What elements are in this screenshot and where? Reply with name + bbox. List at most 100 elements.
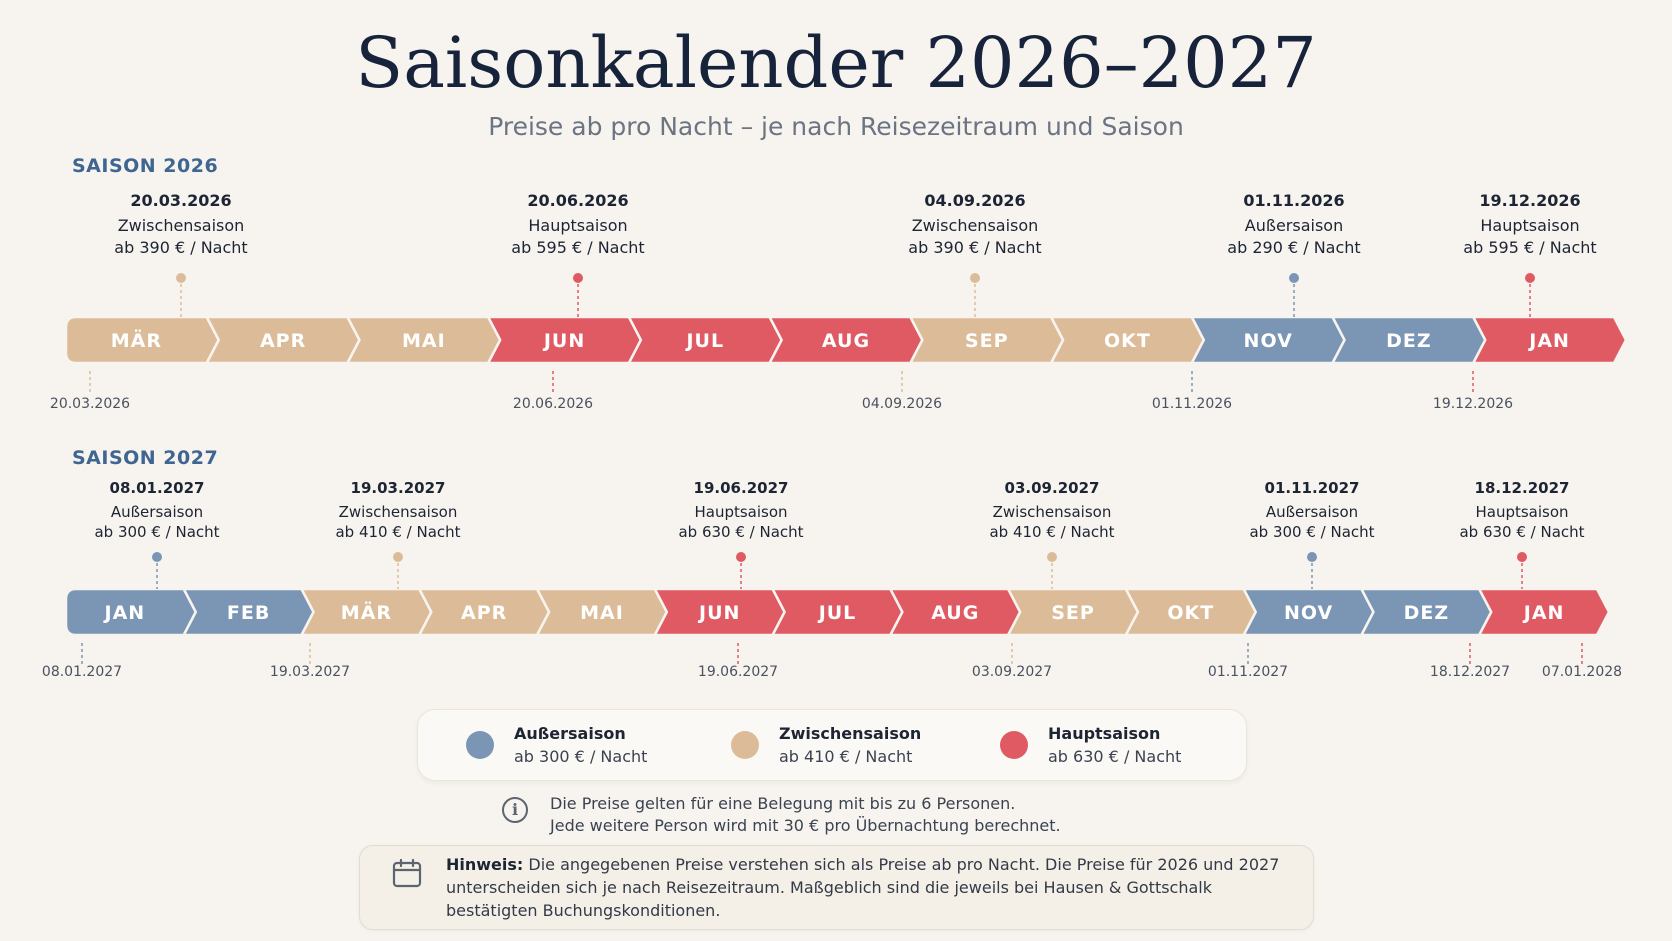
date-tick-label: 07.01.2028	[1542, 664, 1622, 680]
marker-season: Zwischensaison	[993, 503, 1112, 521]
note-box: Hinweis: Die angegebenen Preise verstehe…	[359, 845, 1314, 930]
date-tick-label: 19.03.2027	[270, 664, 350, 680]
page-subtitle: Preise ab pro Nacht – je nach Reisezeitr…	[488, 112, 1184, 141]
date-tick-label: 03.09.2027	[972, 664, 1052, 680]
marker-dot	[573, 273, 583, 283]
marker-dot	[1289, 273, 1299, 283]
month-label: JAN	[1522, 602, 1565, 624]
marker-date: 20.03.2026	[130, 191, 231, 210]
legend-name: Außersaison	[514, 724, 626, 743]
marker-dot	[393, 552, 403, 562]
marker-date: 01.11.2026	[1243, 191, 1344, 210]
month-label: AUG	[931, 602, 979, 624]
marker-date: 19.06.2027	[694, 479, 789, 497]
month-segment-mär	[64, 315, 220, 365]
month-label: JUN	[542, 330, 585, 352]
month-label: OKT	[1167, 602, 1214, 624]
month-label: JUN	[697, 602, 740, 624]
date-tick-label: 18.12.2027	[1430, 664, 1510, 680]
marker-date: 20.06.2026	[527, 191, 628, 210]
legend-dot-zwischensaison	[731, 731, 759, 759]
legend: Außersaison ab 300 € / Nacht Zwischensai…	[417, 709, 1247, 781]
marker-dot	[1307, 552, 1317, 562]
note-body: Die angegebenen Preise verstehen sich al…	[446, 855, 1280, 920]
marker-dot	[1047, 552, 1057, 562]
date-tick-label: 20.06.2026	[513, 396, 593, 412]
month-label: DEZ	[1386, 330, 1432, 352]
marker-season: Zwischensaison	[339, 503, 458, 521]
marker-date: 19.03.2027	[351, 479, 446, 497]
marker-price: ab 595 € / Nacht	[511, 238, 644, 257]
marker-date: 03.09.2027	[1005, 479, 1100, 497]
marker-season: Hauptsaison	[694, 503, 787, 521]
date-tick-label: 04.09.2026	[862, 396, 942, 412]
calendar-icon	[392, 858, 422, 892]
marker-price: ab 300 € / Nacht	[1249, 523, 1374, 541]
month-label: FEB	[227, 602, 270, 624]
legend-price: ab 630 € / Nacht	[1048, 747, 1182, 766]
info-line-2: Jede weitere Person wird mit 30 € pro Üb…	[550, 816, 1061, 835]
month-label: MAI	[402, 330, 446, 352]
date-tick-label: 20.03.2026	[50, 396, 130, 412]
month-label: DEZ	[1404, 602, 1450, 624]
marker-season: Zwischensaison	[118, 216, 245, 235]
marker-season: Hauptsaison	[528, 216, 627, 235]
legend-name: Hauptsaison	[1048, 724, 1161, 743]
month-label: MÄR	[111, 328, 162, 352]
month-label: JUL	[684, 330, 724, 352]
marker-dot	[176, 273, 186, 283]
marker-dot	[152, 552, 162, 562]
marker-price: ab 630 € / Nacht	[1459, 523, 1584, 541]
note-text: Hinweis: Die angegebenen Preise verstehe…	[446, 853, 1296, 922]
marker-date: 19.12.2026	[1479, 191, 1580, 210]
marker-dot	[1525, 273, 1535, 283]
date-tick-label: 01.11.2026	[1152, 396, 1232, 412]
legend-price: ab 300 € / Nacht	[514, 747, 648, 766]
marker-season: Außersaison	[1245, 216, 1343, 235]
marker-season: Außersaison	[111, 503, 203, 521]
marker-price: ab 630 € / Nacht	[678, 523, 803, 541]
info-line-1: Die Preise gelten für eine Belegung mit …	[550, 794, 1016, 813]
marker-dot	[970, 273, 980, 283]
marker-date: 08.01.2027	[110, 479, 205, 497]
marker-price: ab 410 € / Nacht	[335, 523, 460, 541]
month-label: NOV	[1244, 330, 1293, 352]
marker-season: Zwischensaison	[912, 216, 1039, 235]
month-label: JAN	[103, 602, 146, 624]
marker-season: Hauptsaison	[1475, 503, 1568, 521]
month-label: OKT	[1104, 330, 1151, 352]
marker-price: ab 300 € / Nacht	[94, 523, 219, 541]
marker-price: ab 390 € / Nacht	[908, 238, 1041, 257]
date-tick-label: 08.01.2027	[42, 664, 122, 680]
note-label: Hinweis:	[446, 855, 524, 874]
legend-dot-hauptsaison	[1000, 731, 1028, 759]
month-label: SEP	[965, 330, 1009, 352]
month-segment-jan	[1477, 587, 1611, 637]
date-tick-label: 01.11.2027	[1208, 664, 1288, 680]
marker-date: 18.12.2027	[1475, 479, 1570, 497]
month-label: AUG	[822, 330, 870, 352]
month-label: NOV	[1284, 602, 1333, 624]
marker-date: 01.11.2027	[1265, 479, 1360, 497]
marker-price: ab 410 € / Nacht	[989, 523, 1114, 541]
month-label: JAN	[1527, 330, 1570, 352]
date-tick-label: 19.12.2026	[1433, 396, 1513, 412]
legend-name: Zwischensaison	[779, 724, 922, 743]
season-label-2026: SAISON 2026	[72, 155, 219, 177]
marker-price: ab 595 € / Nacht	[1463, 238, 1596, 257]
month-label: MÄR	[341, 600, 392, 624]
info-icon: i	[502, 797, 528, 823]
marker-season: Hauptsaison	[1480, 216, 1579, 235]
month-segment-jan	[1472, 315, 1628, 365]
marker-season: Außersaison	[1266, 503, 1358, 521]
marker-date: 04.09.2026	[924, 191, 1025, 210]
month-label: JUL	[817, 602, 857, 624]
month-label: SEP	[1051, 602, 1095, 624]
season-label-2027: SAISON 2027	[72, 447, 219, 469]
legend-dot-aussersaison	[466, 731, 494, 759]
month-label: MAI	[580, 602, 624, 624]
month-label: APR	[260, 330, 306, 352]
marker-price: ab 390 € / Nacht	[114, 238, 247, 257]
month-segment-jan	[64, 587, 198, 637]
legend-price: ab 410 € / Nacht	[779, 747, 913, 766]
